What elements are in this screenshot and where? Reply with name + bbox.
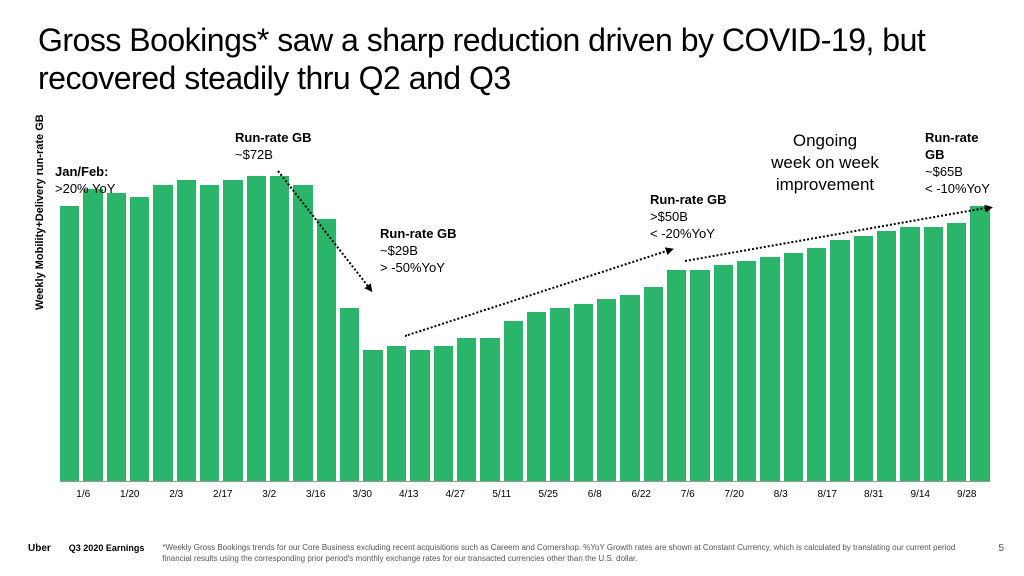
- bar: [363, 350, 382, 482]
- bar: [900, 227, 919, 482]
- bar: [247, 176, 266, 482]
- bar: [784, 253, 803, 483]
- x-tick-label: 7/20: [711, 489, 758, 500]
- arrow-end-head: [984, 203, 993, 212]
- bar: [667, 270, 686, 483]
- annotation-50b: Run-rate GB >$50B < -20%YoY: [650, 192, 727, 243]
- bar: [620, 295, 639, 482]
- x-tick-label: 1/6: [60, 489, 107, 500]
- x-axis-labels: 1/61/202/32/173/23/163/304/134/275/115/2…: [60, 489, 990, 500]
- footer-period: Q3 2020 Earnings: [69, 543, 145, 553]
- bar: [807, 248, 826, 482]
- annotation-janfeb: Jan/Feb: >20% YoY: [55, 164, 115, 198]
- bar: [457, 338, 476, 483]
- x-tick-label: 8/3: [758, 489, 805, 500]
- bar: [410, 350, 429, 482]
- x-tick-label: 4/13: [386, 489, 433, 500]
- footer: Uber Q3 2020 Earnings *Weekly Gross Book…: [28, 543, 1004, 564]
- bar: [947, 223, 966, 482]
- bar: [434, 346, 453, 482]
- x-tick-label: 9/28: [944, 489, 991, 500]
- x-tick-label: 6/22: [618, 489, 665, 500]
- bar: [760, 257, 779, 482]
- bar: [690, 270, 709, 483]
- bar: [293, 185, 312, 483]
- bar: [223, 180, 242, 482]
- x-tick-label: 9/14: [897, 489, 944, 500]
- bar: [574, 304, 593, 483]
- bar: [970, 206, 989, 482]
- bar: [854, 236, 873, 483]
- x-tick-label: 6/8: [572, 489, 619, 500]
- bar: [130, 197, 149, 482]
- bar: [644, 287, 663, 483]
- bar: [317, 219, 336, 483]
- x-axis-line: [60, 481, 990, 482]
- bar: [340, 308, 359, 482]
- bar: [550, 308, 569, 482]
- bar: [527, 312, 546, 482]
- bar: [504, 321, 523, 483]
- bar: [270, 176, 289, 482]
- bar: [480, 338, 499, 483]
- y-axis-label: Weekly Mobility+Delivery run-rate GB: [34, 114, 46, 310]
- x-tick-label: 3/2: [246, 489, 293, 500]
- x-tick-label: 8/31: [851, 489, 898, 500]
- x-tick-label: 8/17: [804, 489, 851, 500]
- bar: [60, 206, 79, 482]
- bar: [387, 346, 406, 482]
- x-tick-label: 2/3: [153, 489, 200, 500]
- bar: [737, 261, 756, 482]
- x-tick-label: 1/20: [107, 489, 154, 500]
- x-tick-label: 4/27: [432, 489, 479, 500]
- annotation-72b: Run-rate GB ~$72B: [235, 130, 312, 164]
- bar: [153, 185, 172, 483]
- annotation-ongoing: Ongoing week on week improvement: [750, 130, 900, 196]
- x-tick-label: 7/6: [665, 489, 712, 500]
- bar: [177, 180, 196, 482]
- bar: [877, 231, 896, 482]
- bar: [83, 189, 102, 482]
- x-tick-label: 5/25: [525, 489, 572, 500]
- x-tick-label: 3/16: [293, 489, 340, 500]
- page-title: Gross Bookings* saw a sharp reduction dr…: [38, 22, 986, 98]
- footer-page-number: 5: [998, 543, 1004, 554]
- x-tick-label: 2/17: [200, 489, 247, 500]
- bar: [200, 185, 219, 483]
- bar: [597, 299, 616, 482]
- footer-brand: Uber: [28, 543, 51, 554]
- footer-note: *Weekly Gross Bookings trends for our Co…: [162, 543, 980, 564]
- bar: [714, 265, 733, 482]
- bar: [107, 193, 126, 482]
- annotation-65b: Run-rate GB ~$65B < -10%YoY: [925, 130, 990, 198]
- annotation-29b: Run-rate GB ~$29B > -50%YoY: [380, 226, 457, 277]
- x-tick-label: 5/11: [479, 489, 526, 500]
- chart-area: 1/61/202/32/173/23/163/304/134/275/115/2…: [60, 130, 990, 500]
- x-tick-label: 3/30: [339, 489, 386, 500]
- bar: [924, 227, 943, 482]
- bar: [830, 240, 849, 482]
